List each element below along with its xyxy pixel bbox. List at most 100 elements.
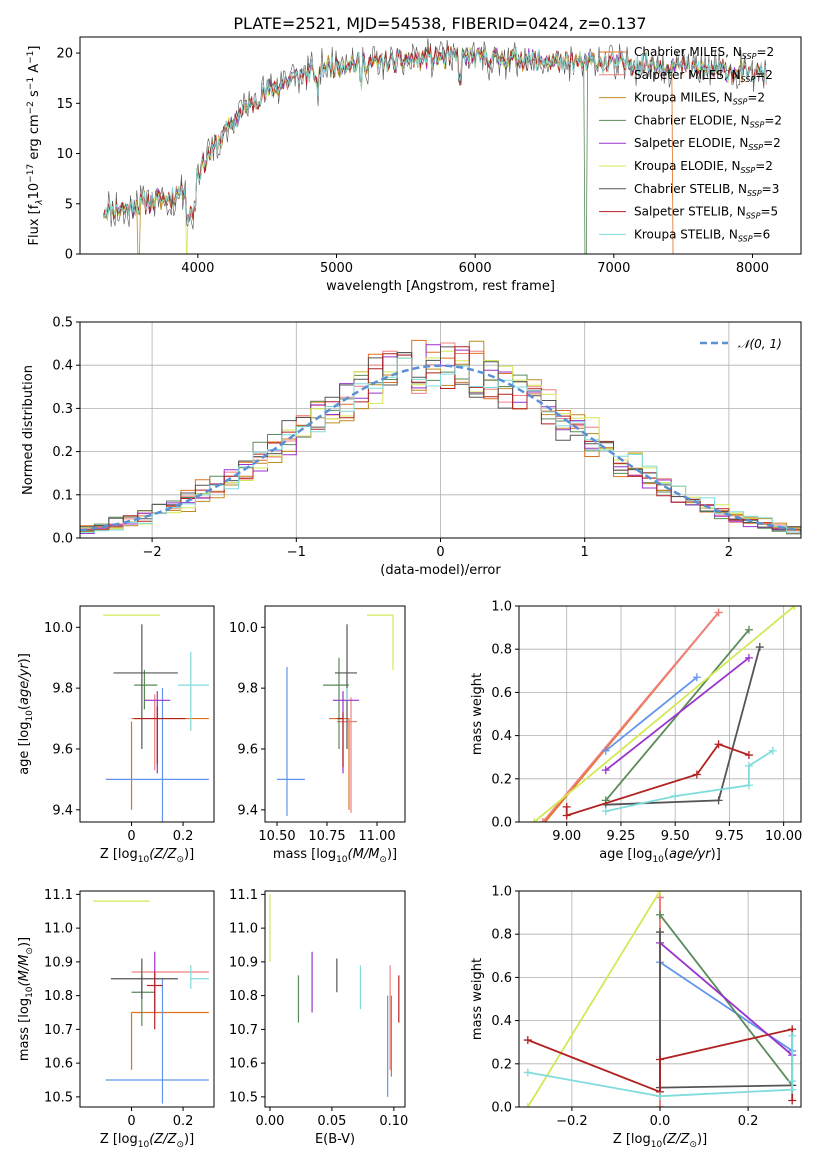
legend-entry: Kroupa MILES, NSSP=2 bbox=[634, 91, 765, 107]
y-tick-label: 9.8 bbox=[52, 682, 73, 697]
plot-area bbox=[523, 891, 797, 1107]
axes-frame bbox=[264, 605, 406, 823]
plot-area bbox=[80, 339, 801, 535]
y-tick-label: 1.0 bbox=[491, 885, 512, 900]
x-axis-label: Z [log10(Z/Z⊙)] bbox=[100, 847, 194, 865]
y-tick-label: 10.7 bbox=[44, 1023, 73, 1038]
weight-marker bbox=[538, 818, 547, 822]
y-tick-label: 0.2 bbox=[491, 772, 512, 787]
y-tick-label: 10.8 bbox=[229, 989, 258, 1004]
chart-residuals: −2 −1 0 1 2 0.0 0.1 0.2 0.3 0.4 0.5 (data-model)/er… bbox=[21, 316, 802, 578]
chart-age-vs-mass: 10.50 10.75 11.00 9.4 9.6 9.8 10.0 mass [log10(… bbox=[229, 605, 406, 865]
y-tick-label: 10.9 bbox=[229, 955, 258, 970]
weight-line bbox=[605, 676, 698, 752]
plot-area bbox=[103, 38, 767, 254]
y-tick-label: 10.0 bbox=[44, 621, 73, 636]
weight-marker bbox=[768, 746, 777, 755]
x-tick-label: 2 bbox=[725, 545, 733, 560]
weight-line bbox=[542, 611, 720, 822]
x-axis-label: Z [log10(Z/Z⊙)] bbox=[613, 1132, 707, 1150]
weight-marker bbox=[562, 802, 571, 811]
x-tick-label: 7000 bbox=[597, 261, 630, 276]
plot-area bbox=[530, 606, 799, 822]
y-tick-label: 9.6 bbox=[237, 742, 258, 757]
x-axis-label: Z [log10(Z/Z⊙)] bbox=[100, 1132, 194, 1150]
weight-marker bbox=[530, 818, 539, 822]
axes-frame bbox=[79, 36, 802, 255]
plot-area bbox=[103, 614, 209, 822]
y-tick-label: 0.0 bbox=[491, 1101, 512, 1116]
weight-marker bbox=[744, 625, 753, 634]
legend-entry: Kroupa STELIB, NSSP=6 bbox=[634, 227, 770, 243]
x-axis-label: mass [log10(M/M⊙)] bbox=[273, 847, 397, 865]
y-tick-label: 0 bbox=[65, 248, 73, 263]
x-tick-label: 10.50 bbox=[258, 829, 295, 844]
weight-marker bbox=[671, 792, 680, 801]
chart-mass-weight-vs-age: 9.00 9.25 9.50 9.75 10.00 0.0 0.2 0.4 0.6 0.8 1.0 m… bbox=[470, 600, 802, 866]
x-tick-label: −0.2 bbox=[556, 1114, 588, 1129]
legend-entry: Chabrier STELIB, NSSP=3 bbox=[634, 182, 779, 198]
weight-marker bbox=[523, 1068, 532, 1077]
y-tick-label: 0.6 bbox=[491, 686, 512, 701]
y-tick-label: 9.8 bbox=[237, 682, 258, 697]
x-tick-label: 9.00 bbox=[552, 829, 581, 844]
y-tick-label: 0.1 bbox=[52, 488, 73, 503]
axes-frame bbox=[264, 890, 406, 1108]
weight-marker bbox=[788, 1085, 797, 1094]
legend-entry: Salpeter STELIB, NSSP=5 bbox=[634, 205, 778, 221]
y-axis-label: age [log10(age/yr)] bbox=[17, 653, 35, 775]
x-tick-label: 10.75 bbox=[308, 829, 345, 844]
legend-entry: Chabrier ELODIE, NSSP=2 bbox=[634, 113, 782, 129]
weight-marker bbox=[714, 796, 723, 805]
y-tick-label: 0.0 bbox=[491, 816, 512, 831]
weight-marker bbox=[790, 606, 799, 610]
y-tick-label: 5 bbox=[65, 197, 73, 212]
x-tick-label: 9.25 bbox=[606, 829, 635, 844]
weight-marker bbox=[656, 1055, 664, 1064]
x-tick-label: 6000 bbox=[459, 261, 492, 276]
x-tick-label: −2 bbox=[143, 545, 162, 560]
y-tick-label: 9.4 bbox=[237, 803, 258, 818]
x-axis-label: (data-model)/error bbox=[380, 563, 501, 578]
x-tick-label: 0.10 bbox=[379, 1114, 408, 1129]
x-tick-label: 11.00 bbox=[358, 829, 395, 844]
weight-marker bbox=[656, 928, 664, 937]
histogram-series bbox=[80, 357, 801, 534]
legend-entry: 𝒩(0, 1) bbox=[738, 337, 782, 351]
x-axis-label: wavelength [Angstrom, rest frame] bbox=[326, 279, 555, 294]
x-tick-label: 1 bbox=[581, 545, 589, 560]
plot-area bbox=[277, 614, 394, 816]
weight-marker bbox=[656, 1092, 664, 1101]
y-tick-label: 0.8 bbox=[491, 928, 512, 943]
weight-line bbox=[659, 942, 793, 1056]
x-tick-label: 4000 bbox=[181, 261, 214, 276]
weight-line bbox=[565, 743, 750, 817]
weight-marker bbox=[601, 766, 610, 775]
y-tick-label: 0.5 bbox=[52, 316, 73, 331]
weight-marker bbox=[601, 807, 610, 816]
weight-line bbox=[533, 606, 796, 822]
y-tick-label: 0.3 bbox=[52, 402, 73, 417]
figure-title: PLATE=2521, MJD=54538, FIBERID=0424, z=0… bbox=[233, 14, 646, 33]
y-tick-label: 9.4 bbox=[52, 803, 73, 818]
x-tick-label: 5000 bbox=[320, 261, 353, 276]
y-tick-label: 0.4 bbox=[491, 729, 512, 744]
y-axis-label: mass weight bbox=[470, 673, 485, 755]
y-axis-label: Flux [fλ10−17 erg cm−2 s−1 A−1] bbox=[26, 46, 45, 246]
weight-line bbox=[605, 657, 750, 771]
weight-marker bbox=[744, 761, 753, 770]
y-tick-label: 20 bbox=[56, 47, 73, 62]
y-tick-label: 11.1 bbox=[229, 888, 258, 903]
legend-entry: Salpeter ELODIE, NSSP=2 bbox=[634, 136, 781, 152]
axes-frame bbox=[79, 605, 215, 823]
weight-marker bbox=[755, 643, 764, 652]
y-tick-label: 1.0 bbox=[491, 600, 512, 615]
x-tick-label: 0.05 bbox=[317, 1114, 346, 1129]
weight-marker bbox=[523, 1103, 532, 1107]
weight-line bbox=[659, 932, 793, 1089]
y-tick-label: 15 bbox=[56, 97, 73, 112]
y-axis-label: mass [log10(M/M⊙)] bbox=[17, 937, 35, 1061]
weight-marker bbox=[601, 746, 610, 755]
weight-marker bbox=[656, 1103, 664, 1107]
